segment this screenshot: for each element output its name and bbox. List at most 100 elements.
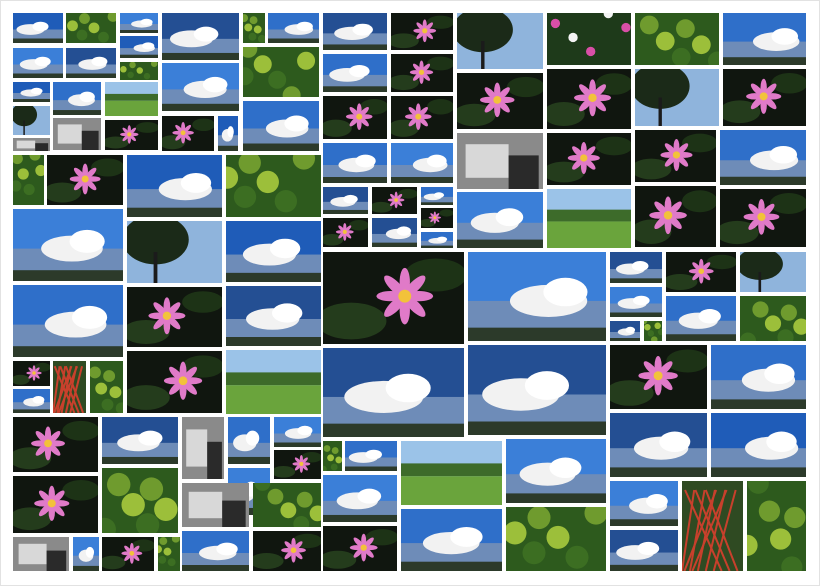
photo-tile-sky[interactable] bbox=[421, 187, 453, 205]
photo-tile-green[interactable] bbox=[323, 441, 342, 471]
photo-tile-sky[interactable] bbox=[102, 417, 178, 464]
photo-tile-lotus[interactable] bbox=[547, 69, 631, 129]
photo-tile-green[interactable] bbox=[253, 483, 321, 527]
photo-tile-sky[interactable] bbox=[13, 48, 63, 78]
photo-tile-bw[interactable] bbox=[13, 537, 69, 571]
photo-tile-lotus[interactable] bbox=[372, 187, 417, 214]
photo-tile-sky[interactable] bbox=[610, 530, 678, 571]
photo-tile-flower[interactable] bbox=[547, 13, 631, 65]
photo-tile-sky[interactable] bbox=[53, 82, 101, 115]
photo-tile-field[interactable] bbox=[547, 189, 631, 248]
photo-tile-field[interactable] bbox=[401, 441, 502, 505]
photo-tile-sky[interactable] bbox=[127, 155, 222, 217]
photo-tile-tree[interactable] bbox=[635, 69, 719, 126]
photo-tile-lotus[interactable] bbox=[323, 526, 397, 571]
photo-tile-lotus[interactable] bbox=[323, 218, 368, 247]
photo-tile-sky[interactable] bbox=[73, 537, 99, 571]
photo-tile-sky[interactable] bbox=[506, 439, 606, 503]
photo-tile-lotus[interactable] bbox=[635, 130, 716, 182]
photo-tile-lotus[interactable] bbox=[13, 361, 50, 386]
photo-tile-sky[interactable] bbox=[468, 345, 606, 435]
photo-tile-tree[interactable] bbox=[740, 252, 806, 292]
photo-tile-sky[interactable] bbox=[372, 218, 417, 247]
photo-tile-lotus[interactable] bbox=[391, 96, 453, 139]
photo-tile-bw[interactable] bbox=[182, 483, 249, 527]
photo-tile-lotus[interactable] bbox=[666, 252, 736, 292]
photo-tile-sky[interactable] bbox=[243, 101, 319, 151]
photo-tile-sky[interactable] bbox=[610, 481, 678, 526]
photo-tile-bw[interactable] bbox=[53, 118, 101, 150]
photo-tile-bw[interactable] bbox=[182, 417, 224, 479]
photo-tile-lotus[interactable] bbox=[723, 69, 806, 126]
photo-tile-sky[interactable] bbox=[13, 209, 123, 281]
photo-tile-lotus[interactable] bbox=[102, 537, 154, 571]
photo-tile-sky[interactable] bbox=[274, 417, 321, 447]
photo-tile-sky[interactable] bbox=[182, 531, 249, 571]
photo-tile-field[interactable] bbox=[105, 82, 158, 116]
photo-tile-lotus[interactable] bbox=[253, 531, 321, 571]
photo-tile-sky[interactable] bbox=[421, 232, 453, 248]
photo-tile-green[interactable] bbox=[120, 62, 158, 80]
photo-tile-sky[interactable] bbox=[610, 413, 707, 477]
photo-tile-sky[interactable] bbox=[401, 509, 502, 571]
photo-tile-lotus[interactable] bbox=[13, 417, 98, 472]
photo-tile-sky[interactable] bbox=[120, 13, 158, 33]
photo-tile-sky[interactable] bbox=[323, 143, 387, 183]
photo-tile-sky[interactable] bbox=[13, 13, 63, 43]
photo-tile-bw[interactable] bbox=[13, 138, 50, 151]
photo-tile-sky[interactable] bbox=[323, 13, 387, 50]
photo-tile-green[interactable] bbox=[747, 481, 806, 571]
photo-tile-sky[interactable] bbox=[66, 48, 116, 78]
photo-tile-sky[interactable] bbox=[610, 252, 662, 283]
photo-tile-tree[interactable] bbox=[13, 106, 50, 135]
photo-tile-sky[interactable] bbox=[226, 221, 321, 282]
photo-tile-sky[interactable] bbox=[218, 116, 238, 151]
photo-tile-sky[interactable] bbox=[228, 417, 270, 464]
photo-tile-green[interactable] bbox=[102, 468, 178, 533]
photo-tile-lotus[interactable] bbox=[274, 450, 321, 479]
photo-tile-sky[interactable] bbox=[323, 54, 387, 92]
photo-tile-sky[interactable] bbox=[711, 345, 806, 409]
photo-tile-sky[interactable] bbox=[457, 192, 543, 248]
photo-tile-sky[interactable] bbox=[268, 13, 319, 43]
photo-tile-lotus[interactable] bbox=[127, 351, 222, 413]
photo-tile-red[interactable] bbox=[53, 361, 86, 413]
photo-tile-sky[interactable] bbox=[162, 63, 239, 111]
photo-tile-sky[interactable] bbox=[323, 187, 368, 214]
photo-tile-sky[interactable] bbox=[162, 13, 239, 60]
photo-tile-sky[interactable] bbox=[468, 252, 606, 341]
photo-tile-lotus[interactable] bbox=[47, 155, 123, 205]
photo-tile-lotus[interactable] bbox=[720, 189, 806, 247]
photo-tile-tree[interactable] bbox=[127, 221, 222, 283]
photo-tile-sky[interactable] bbox=[13, 285, 123, 357]
photo-tile-lotus[interactable] bbox=[13, 476, 98, 533]
photo-tile-lotus[interactable] bbox=[391, 54, 453, 92]
photo-tile-green[interactable] bbox=[226, 155, 321, 217]
photo-tile-sky[interactable] bbox=[345, 441, 397, 471]
photo-tile-bw[interactable] bbox=[457, 133, 543, 189]
photo-tile-green[interactable] bbox=[740, 296, 806, 341]
photo-tile-lotus[interactable] bbox=[105, 120, 158, 150]
photo-tile-sky[interactable] bbox=[666, 296, 736, 341]
photo-tile-green[interactable] bbox=[13, 155, 44, 205]
photo-tile-lotus[interactable] bbox=[421, 208, 453, 228]
photo-tile-tree[interactable] bbox=[457, 13, 543, 69]
photo-tile-sky[interactable] bbox=[720, 130, 806, 185]
photo-tile-lotus[interactable] bbox=[610, 345, 707, 409]
photo-tile-lotus[interactable] bbox=[391, 13, 453, 50]
photo-tile-sky[interactable] bbox=[120, 36, 158, 58]
photo-tile-green[interactable] bbox=[158, 537, 180, 571]
photo-tile-sky[interactable] bbox=[711, 413, 806, 477]
photo-tile-sky[interactable] bbox=[610, 321, 640, 341]
photo-tile-lotus[interactable] bbox=[323, 96, 387, 139]
photo-tile-sky[interactable] bbox=[723, 13, 806, 65]
photo-tile-sky[interactable] bbox=[13, 82, 50, 102]
photo-tile-sky[interactable] bbox=[610, 287, 662, 317]
photo-tile-lotus[interactable] bbox=[635, 186, 716, 247]
photo-tile-red[interactable] bbox=[682, 481, 743, 571]
photo-tile-sky[interactable] bbox=[391, 143, 453, 183]
photo-tile-lotus[interactable] bbox=[127, 287, 222, 347]
photo-tile-green[interactable] bbox=[644, 321, 662, 341]
photo-tile-green[interactable] bbox=[66, 13, 116, 43]
photo-tile-sky[interactable] bbox=[323, 348, 464, 437]
